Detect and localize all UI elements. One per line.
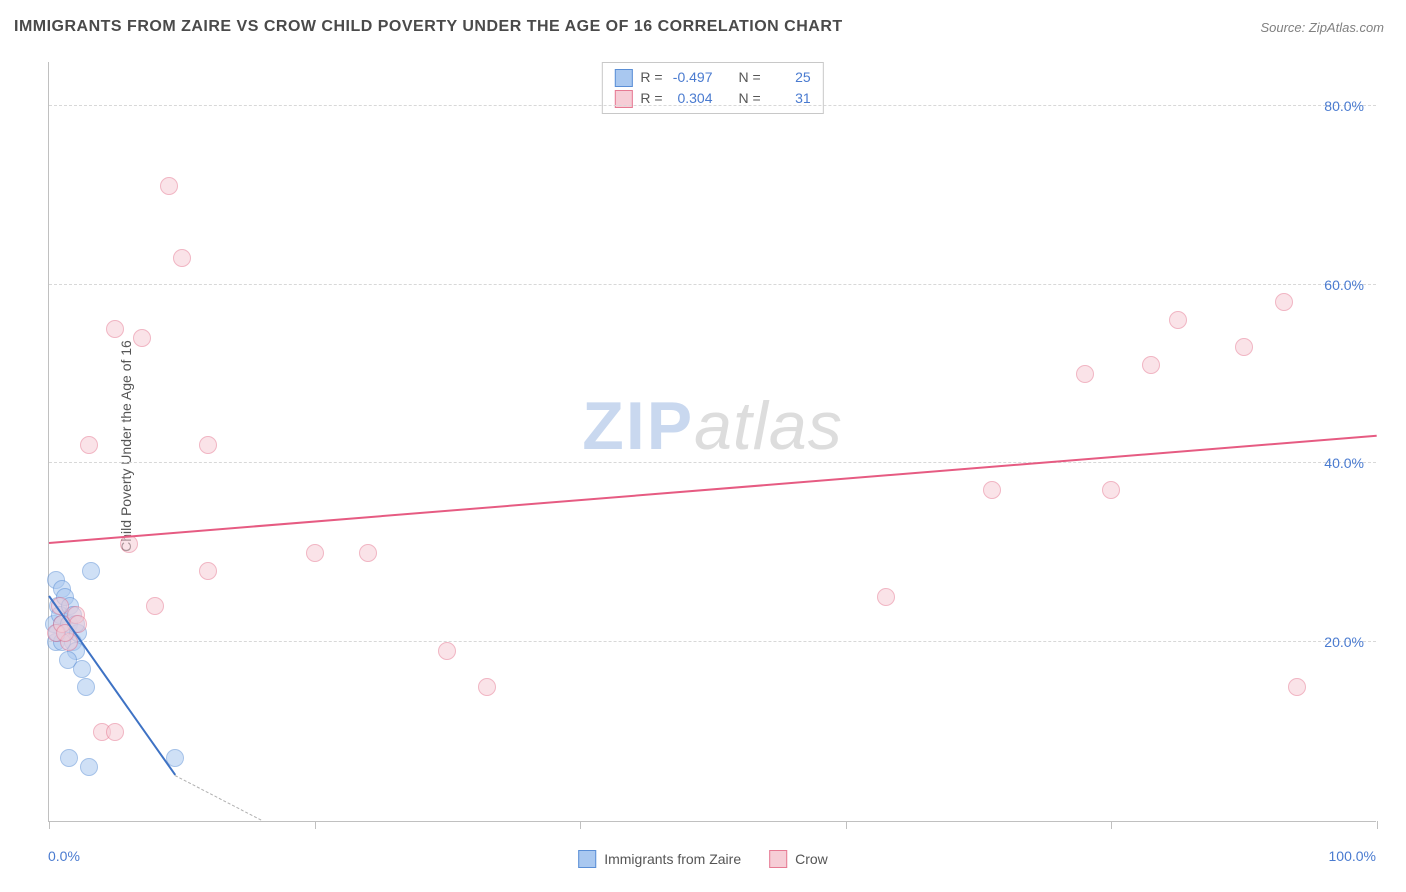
scatter-point xyxy=(106,723,124,741)
y-tick-label: 60.0% xyxy=(1324,277,1364,293)
scatter-point xyxy=(1288,678,1306,696)
plot-area: ZIPatlas R = -0.497 N = 25 R = 0.304 N =… xyxy=(48,62,1376,822)
scatter-point xyxy=(60,749,78,767)
x-tick-mark xyxy=(846,821,847,829)
legend-label-crow: Crow xyxy=(795,851,828,867)
legend-item-crow: Crow xyxy=(769,850,828,868)
legend-label-zaire: Immigrants from Zaire xyxy=(604,851,741,867)
scatter-point xyxy=(73,660,91,678)
legend-swatch-zaire xyxy=(578,850,596,868)
scatter-point xyxy=(1169,311,1187,329)
scatter-point xyxy=(478,678,496,696)
stat-box: R = -0.497 N = 25 R = 0.304 N = 31 xyxy=(601,62,823,114)
x-tick-mark xyxy=(49,821,50,829)
scatter-point xyxy=(106,320,124,338)
scatter-point xyxy=(438,642,456,660)
y-tick-label: 20.0% xyxy=(1324,634,1364,650)
r-value-zaire: -0.497 xyxy=(671,67,713,88)
bottom-legend: Immigrants from Zaire Crow xyxy=(578,850,828,868)
scatter-point xyxy=(199,562,217,580)
gridline-h xyxy=(49,462,1376,463)
source-label: Source: ZipAtlas.com xyxy=(1260,20,1384,35)
swatch-zaire xyxy=(614,69,632,87)
gridline-h xyxy=(49,105,1376,106)
scatter-point xyxy=(877,588,895,606)
scatter-point xyxy=(133,329,151,347)
x-tick-0: 0.0% xyxy=(48,848,80,864)
chart-title: IMMIGRANTS FROM ZAIRE VS CROW CHILD POVE… xyxy=(14,18,843,36)
scatter-point xyxy=(160,177,178,195)
watermark-zip: ZIP xyxy=(582,388,694,464)
x-tick-mark xyxy=(315,821,316,829)
scatter-point xyxy=(1142,356,1160,374)
x-tick-mark xyxy=(580,821,581,829)
scatter-point xyxy=(983,481,1001,499)
trend-line-dash xyxy=(175,775,262,821)
scatter-point xyxy=(77,678,95,696)
stat-row-crow: R = 0.304 N = 31 xyxy=(614,88,810,109)
gridline-h xyxy=(49,641,1376,642)
scatter-point xyxy=(173,249,191,267)
legend-swatch-crow xyxy=(769,850,787,868)
r-label: R = xyxy=(640,88,662,109)
scatter-point xyxy=(1275,293,1293,311)
gridline-h xyxy=(49,284,1376,285)
scatter-point xyxy=(80,758,98,776)
y-tick-label: 40.0% xyxy=(1324,455,1364,471)
scatter-point xyxy=(1102,481,1120,499)
scatter-point xyxy=(359,544,377,562)
r-value-crow: 0.304 xyxy=(671,88,713,109)
trend-line xyxy=(49,435,1377,544)
legend-item-zaire: Immigrants from Zaire xyxy=(578,850,741,868)
scatter-point xyxy=(306,544,324,562)
x-tick-mark xyxy=(1111,821,1112,829)
n-label: N = xyxy=(739,67,761,88)
y-tick-label: 80.0% xyxy=(1324,98,1364,114)
scatter-point xyxy=(80,436,98,454)
watermark-atlas: atlas xyxy=(694,388,843,464)
scatter-point xyxy=(199,436,217,454)
r-label: R = xyxy=(640,67,662,88)
scatter-point xyxy=(1076,365,1094,383)
scatter-point xyxy=(1235,338,1253,356)
x-tick-100: 100.0% xyxy=(1329,848,1376,864)
scatter-point xyxy=(146,597,164,615)
watermark: ZIPatlas xyxy=(582,387,842,465)
chart-container: IMMIGRANTS FROM ZAIRE VS CROW CHILD POVE… xyxy=(0,0,1406,892)
n-value-zaire: 25 xyxy=(769,67,811,88)
n-value-crow: 31 xyxy=(769,88,811,109)
n-label: N = xyxy=(739,88,761,109)
scatter-point xyxy=(82,562,100,580)
stat-row-zaire: R = -0.497 N = 25 xyxy=(614,67,810,88)
x-tick-mark xyxy=(1377,821,1378,829)
